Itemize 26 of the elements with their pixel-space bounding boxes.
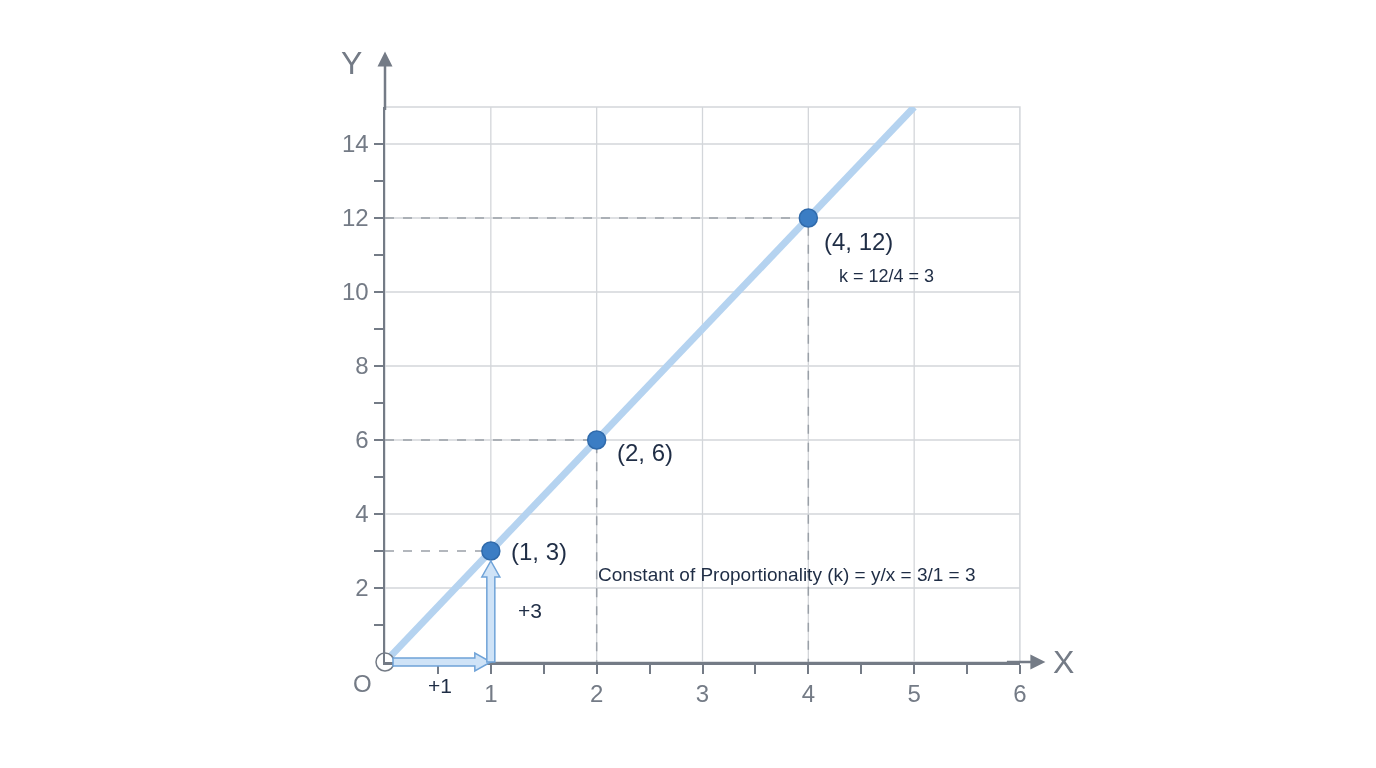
y-tick-label: 4: [355, 500, 369, 528]
x-tick-label: 3: [695, 680, 710, 708]
y-tick-label: 6: [355, 426, 369, 454]
annotation: +3: [518, 599, 542, 622]
annotation: (4, 12): [824, 228, 894, 255]
point: [481, 541, 501, 561]
point: [798, 208, 819, 228]
annotation: Constant of Proportionality (k) = y/x = 3/1 = 3: [598, 564, 976, 585]
annotation: O: [353, 670, 372, 697]
x-tick-label: 1: [484, 680, 498, 708]
y-tick-label: 14: [342, 130, 369, 158]
point: [586, 430, 607, 450]
y-tick-label: 10: [342, 278, 369, 306]
y-tick-label: 8: [355, 352, 369, 380]
y-tick-label: 12: [342, 204, 369, 232]
x-tick-label: 4: [801, 680, 816, 708]
x-tick-label: 2: [589, 680, 604, 708]
y-axis-title: Y: [341, 45, 363, 81]
y-tick-label: 2: [355, 574, 369, 602]
text: +1: [428, 674, 452, 697]
annotation: (2, 6): [617, 439, 674, 466]
x-tick-label: 5: [907, 680, 921, 708]
annotation: (1, 3): [511, 538, 568, 565]
x-axis-title: X: [1053, 644, 1075, 680]
x-tick-label: 6: [1013, 680, 1027, 708]
annotation: k = 12/4 = 3: [839, 266, 935, 286]
